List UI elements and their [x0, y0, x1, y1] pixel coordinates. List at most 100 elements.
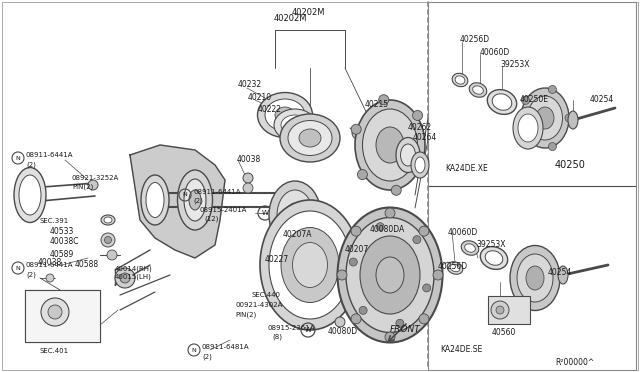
Ellipse shape — [526, 266, 544, 290]
Text: N: N — [15, 155, 20, 160]
Ellipse shape — [473, 86, 483, 94]
Text: 40215: 40215 — [365, 100, 389, 109]
Text: 39253X: 39253X — [500, 60, 529, 69]
Ellipse shape — [455, 76, 465, 84]
Text: (2): (2) — [26, 161, 36, 167]
Circle shape — [565, 114, 573, 122]
Ellipse shape — [281, 115, 309, 135]
Ellipse shape — [376, 127, 404, 163]
Ellipse shape — [265, 99, 305, 131]
Text: SEC.401: SEC.401 — [40, 348, 69, 354]
Circle shape — [351, 314, 361, 324]
Circle shape — [337, 270, 347, 280]
Ellipse shape — [401, 144, 415, 166]
Text: KA24DE.XE: KA24DE.XE — [445, 164, 488, 173]
Circle shape — [433, 270, 443, 280]
Text: 40207: 40207 — [345, 245, 369, 254]
Text: 40038C: 40038C — [50, 237, 79, 246]
Text: 40080DA: 40080DA — [370, 225, 405, 234]
Circle shape — [419, 156, 429, 166]
Text: KA24DE.SE: KA24DE.SE — [440, 345, 483, 354]
Text: 40588: 40588 — [75, 260, 99, 269]
Ellipse shape — [487, 90, 516, 114]
Ellipse shape — [177, 170, 212, 230]
Circle shape — [115, 268, 135, 288]
Ellipse shape — [396, 138, 420, 173]
Circle shape — [548, 142, 556, 151]
Text: 40256D: 40256D — [460, 35, 490, 44]
Circle shape — [352, 127, 364, 139]
Ellipse shape — [281, 228, 339, 302]
Circle shape — [243, 183, 253, 193]
Text: 39253X: 39253X — [476, 240, 506, 249]
Circle shape — [390, 210, 400, 220]
Text: 08911-6441A: 08911-6441A — [193, 189, 241, 195]
Text: 40262: 40262 — [408, 123, 432, 132]
Ellipse shape — [337, 208, 442, 343]
Ellipse shape — [355, 100, 425, 190]
Text: PIN(2): PIN(2) — [235, 311, 256, 317]
Ellipse shape — [521, 88, 569, 148]
Ellipse shape — [480, 247, 508, 269]
Text: 40256D: 40256D — [438, 262, 468, 271]
Text: 08911-6441A: 08911-6441A — [26, 262, 74, 268]
Text: N: N — [15, 266, 20, 270]
Text: 08921-3252A: 08921-3252A — [72, 175, 119, 181]
Text: 40038: 40038 — [237, 155, 261, 164]
Text: W: W — [305, 327, 312, 333]
Text: 40254: 40254 — [590, 95, 614, 104]
Circle shape — [335, 317, 345, 327]
Text: 40254: 40254 — [548, 268, 572, 277]
Ellipse shape — [275, 107, 295, 123]
Circle shape — [413, 110, 422, 121]
Text: 40202M: 40202M — [291, 8, 324, 17]
Ellipse shape — [465, 244, 476, 252]
Text: 40207A: 40207A — [283, 230, 312, 239]
Ellipse shape — [513, 107, 543, 149]
Circle shape — [385, 208, 395, 218]
Ellipse shape — [260, 200, 360, 330]
Ellipse shape — [292, 243, 328, 288]
Ellipse shape — [101, 215, 115, 225]
Text: 40038: 40038 — [38, 258, 62, 267]
Circle shape — [357, 170, 367, 180]
Ellipse shape — [146, 183, 164, 218]
Text: 08911-6441A: 08911-6441A — [26, 152, 74, 158]
Ellipse shape — [492, 94, 512, 110]
Circle shape — [120, 273, 130, 283]
Circle shape — [359, 307, 367, 314]
Circle shape — [422, 284, 431, 292]
Ellipse shape — [189, 190, 201, 210]
Text: 40060D: 40060D — [480, 48, 510, 57]
Text: 40014(RH): 40014(RH) — [115, 265, 153, 272]
Circle shape — [391, 185, 401, 195]
Circle shape — [107, 250, 117, 260]
Circle shape — [491, 301, 509, 319]
Bar — [428, 2, 636, 370]
Ellipse shape — [450, 264, 460, 272]
Text: W: W — [262, 210, 268, 216]
Text: 40232: 40232 — [238, 80, 262, 89]
Text: SEC.440: SEC.440 — [252, 292, 281, 298]
Circle shape — [46, 274, 54, 282]
Text: 40060D: 40060D — [448, 228, 478, 237]
Ellipse shape — [257, 93, 312, 138]
Text: (2): (2) — [193, 198, 203, 205]
Text: N: N — [191, 347, 196, 353]
Circle shape — [101, 233, 115, 247]
Ellipse shape — [447, 262, 463, 274]
Text: 40227: 40227 — [265, 255, 289, 264]
Circle shape — [419, 314, 429, 324]
Circle shape — [413, 235, 421, 244]
Ellipse shape — [568, 111, 578, 129]
Text: R²00000^: R²00000^ — [555, 358, 595, 367]
Text: 08911-6481A: 08911-6481A — [202, 344, 250, 350]
Ellipse shape — [104, 217, 112, 223]
Bar — [25, 290, 100, 342]
Circle shape — [351, 124, 361, 134]
Circle shape — [379, 95, 388, 105]
Circle shape — [48, 305, 62, 319]
Text: (12): (12) — [204, 216, 218, 222]
Ellipse shape — [518, 114, 538, 142]
Circle shape — [88, 180, 98, 190]
